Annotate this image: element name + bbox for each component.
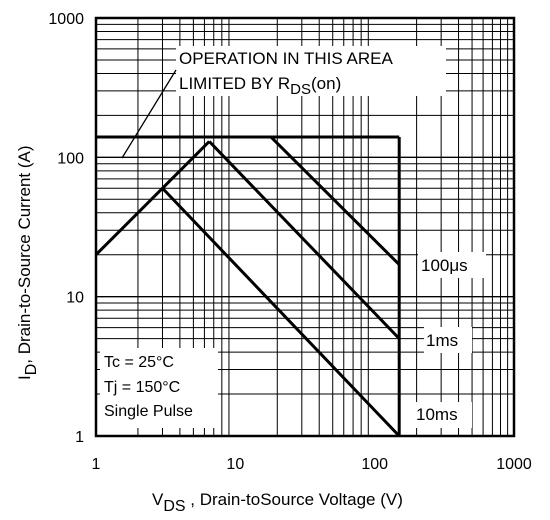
condition-tj: Tj = 150°C bbox=[104, 379, 180, 396]
plot-lines bbox=[94, 135, 401, 438]
y-tick-label: 10 bbox=[66, 290, 84, 307]
x-tick-label: 1 bbox=[92, 456, 101, 473]
condition-single-pulse: Single Pulse bbox=[104, 403, 193, 420]
y-tick-label: 1000 bbox=[48, 11, 84, 28]
label-100us-background bbox=[418, 252, 486, 278]
plot-frame bbox=[94, 16, 516, 438]
label-1ms-background bbox=[424, 327, 472, 353]
x-axis-title: VDS , Drain-toSource Voltage (V) bbox=[152, 490, 403, 515]
x-tick-label: 10 bbox=[226, 456, 244, 473]
y-tick-label: 100 bbox=[57, 150, 84, 167]
conditions-background bbox=[100, 348, 218, 428]
y-axis-title: ID, Drain-to-Source Current (A) bbox=[15, 145, 40, 380]
curve-label-100us: 100μs bbox=[421, 256, 468, 275]
annotation-pointer-line bbox=[121, 69, 177, 159]
rds-on-limit-line bbox=[94, 140, 211, 256]
curve-1ms bbox=[208, 140, 401, 340]
curve-100us bbox=[269, 135, 401, 266]
x-tick-label: 100 bbox=[361, 456, 388, 473]
condition-tc: Tc = 25°C bbox=[104, 354, 174, 371]
label-10ms-background bbox=[414, 402, 472, 428]
y-tick-label: 1 bbox=[75, 429, 84, 446]
curve-label-1ms: 1ms bbox=[426, 331, 458, 350]
rds-annotation-background bbox=[176, 46, 446, 96]
curve-10ms bbox=[161, 187, 401, 438]
curve-label-10ms: 10ms bbox=[416, 405, 458, 424]
tick-labels: 1 10 100 1000 1 10 100 1000 bbox=[48, 11, 531, 473]
rds-annotation-line1: OPERATION IN THIS AREA bbox=[179, 49, 393, 68]
rds-annotation-line2: LIMITED BY RDS(on) bbox=[179, 74, 341, 98]
x-tick-label: 1000 bbox=[496, 456, 532, 473]
